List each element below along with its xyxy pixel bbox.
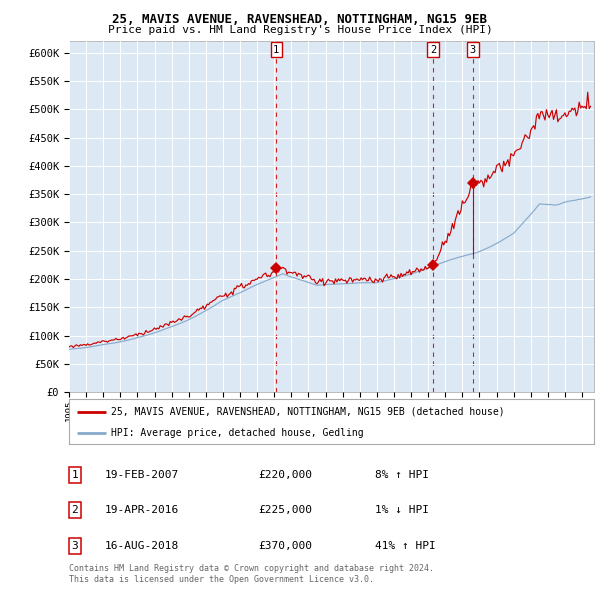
Text: £220,000: £220,000 bbox=[258, 470, 312, 480]
Text: HPI: Average price, detached house, Gedling: HPI: Average price, detached house, Gedl… bbox=[111, 428, 364, 438]
Text: 25, MAVIS AVENUE, RAVENSHEAD, NOTTINGHAM, NG15 9EB: 25, MAVIS AVENUE, RAVENSHEAD, NOTTINGHAM… bbox=[113, 13, 487, 26]
Text: 16-AUG-2018: 16-AUG-2018 bbox=[105, 541, 179, 550]
Text: This data is licensed under the Open Government Licence v3.0.: This data is licensed under the Open Gov… bbox=[69, 575, 374, 584]
Text: £370,000: £370,000 bbox=[258, 541, 312, 550]
Text: £225,000: £225,000 bbox=[258, 506, 312, 515]
Text: 1: 1 bbox=[71, 470, 79, 480]
Text: 3: 3 bbox=[470, 45, 476, 55]
Text: 8% ↑ HPI: 8% ↑ HPI bbox=[375, 470, 429, 480]
Text: 2: 2 bbox=[430, 45, 436, 55]
Text: 19-APR-2016: 19-APR-2016 bbox=[105, 506, 179, 515]
Text: 25, MAVIS AVENUE, RAVENSHEAD, NOTTINGHAM, NG15 9EB (detached house): 25, MAVIS AVENUE, RAVENSHEAD, NOTTINGHAM… bbox=[111, 407, 505, 417]
Text: 1: 1 bbox=[273, 45, 280, 55]
Text: 3: 3 bbox=[71, 541, 79, 550]
Text: 41% ↑ HPI: 41% ↑ HPI bbox=[375, 541, 436, 550]
Text: 2: 2 bbox=[71, 506, 79, 515]
Text: 19-FEB-2007: 19-FEB-2007 bbox=[105, 470, 179, 480]
Text: 1% ↓ HPI: 1% ↓ HPI bbox=[375, 506, 429, 515]
Text: Price paid vs. HM Land Registry's House Price Index (HPI): Price paid vs. HM Land Registry's House … bbox=[107, 25, 493, 35]
Text: Contains HM Land Registry data © Crown copyright and database right 2024.: Contains HM Land Registry data © Crown c… bbox=[69, 565, 434, 573]
